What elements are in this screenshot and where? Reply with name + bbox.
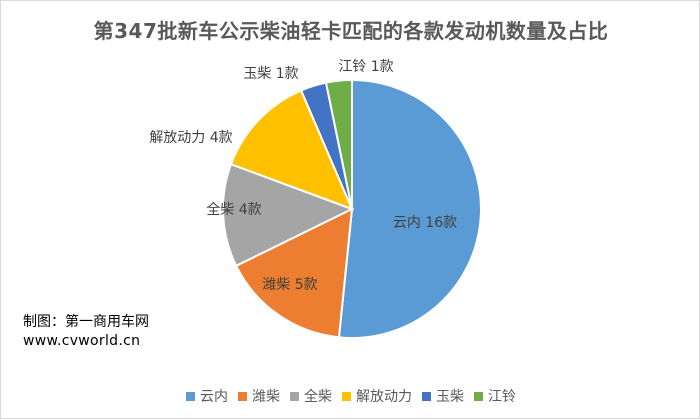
legend-swatch-yuchai (422, 391, 431, 401)
legend-item-jiangling: 江铃 (474, 386, 516, 406)
credit-maker: 制图：第一商用车网 (23, 314, 149, 330)
chart-title: 第347批新车公示柴油轻卡匹配的各款发动机数量及占比 (93, 19, 609, 43)
pie-slice-quanchai (222, 162, 355, 268)
legend-item-yunnei: 云内 (186, 386, 228, 406)
legend-label-weichai: 潍柴 (252, 389, 280, 405)
data-label-jiefang: 解放动力 4款 (149, 130, 232, 146)
legend-item-quanchai: 全柴 (290, 386, 332, 406)
data-label-yunnei: 云内 16款 (393, 215, 457, 231)
pie-slice-jiangling (324, 78, 353, 210)
data-label-jiangling: 江铃 1款 (338, 59, 393, 75)
legend-label-yuchai: 玉柴 (436, 389, 464, 405)
pie-slice-weichai (234, 207, 354, 339)
legend-swatch-jiangling (474, 391, 483, 401)
pie-slice-yunnei (337, 78, 482, 339)
legend-item-jiefang: 解放动力 (342, 386, 412, 406)
legend-swatch-weichai (238, 391, 247, 401)
legend-swatch-yunnei (186, 391, 195, 401)
data-label-quanchai: 全柴 4款 (206, 201, 261, 218)
pie-slice-jiefang (229, 89, 354, 211)
legend-label-yunnei: 云内 (200, 389, 228, 405)
data-label-weichai: 潍柴 5款 (262, 277, 317, 293)
legend-item-yuchai: 玉柴 (422, 386, 464, 406)
legend: 云内 潍柴 全柴 解放动力 玉柴 江铃 (1, 386, 700, 406)
data-label-yuchai: 玉柴 1款 (243, 66, 298, 82)
legend-label-jiefang: 解放动力 (356, 389, 412, 405)
legend-swatch-quanchai (290, 391, 299, 401)
credit-url: www.cvworld.cn (23, 333, 141, 349)
legend-swatch-jiefang (342, 391, 351, 401)
legend-label-jiangling: 江铃 (488, 389, 516, 405)
legend-item-weichai: 潍柴 (238, 386, 280, 406)
legend-label-quanchai: 全柴 (304, 389, 332, 405)
